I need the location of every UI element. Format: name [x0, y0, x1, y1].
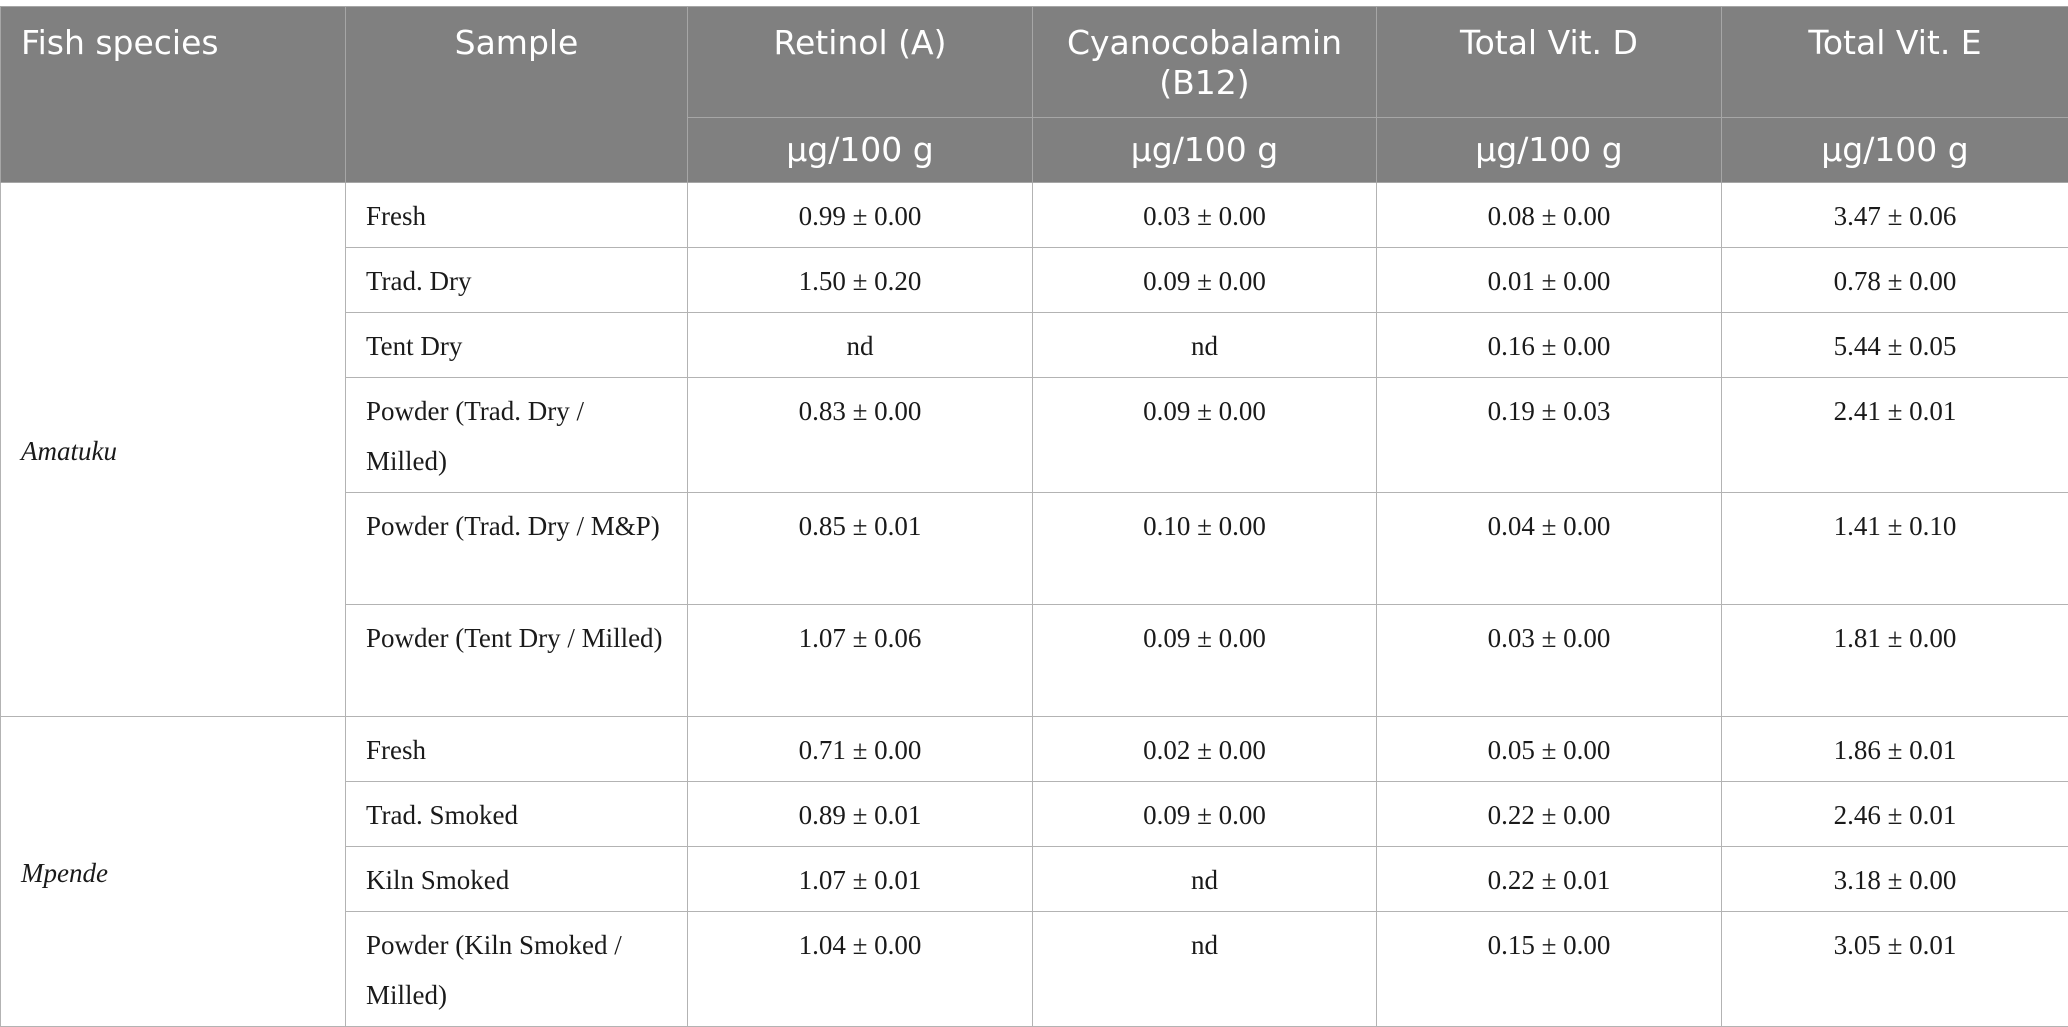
sample-cell: Fresh [346, 717, 688, 782]
vitamin-table-container: Fish species Sample Retinol (A) Cyanocob… [0, 6, 2068, 1027]
vite-cell: 0.78 ± 0.00 [1722, 248, 2068, 313]
vitd-cell: 0.01 ± 0.00 [1377, 248, 1722, 313]
vitd-cell: 0.04 ± 0.00 [1377, 493, 1722, 605]
unit-total-vit-d: μg/100 g [1377, 118, 1722, 183]
retinol-cell: 1.04 ± 0.00 [688, 912, 1033, 1027]
vitd-cell: 0.16 ± 0.00 [1377, 313, 1722, 378]
unit-cyanocobalamin: μg/100 g [1033, 118, 1377, 183]
retinol-cell: 0.99 ± 0.00 [688, 183, 1033, 248]
sample-cell: Powder (Tent Dry / Milled) [346, 605, 688, 717]
species-cell-amatuku: Amatuku [1, 183, 346, 717]
sample-cell: Trad. Smoked [346, 782, 688, 847]
vite-cell: 2.46 ± 0.01 [1722, 782, 2068, 847]
sample-cell: Trad. Dry [346, 248, 688, 313]
unit-total-vit-e: μg/100 g [1722, 118, 2068, 183]
retinol-cell: 0.71 ± 0.00 [688, 717, 1033, 782]
header-sample: Sample [346, 7, 688, 183]
b12-cell: 0.09 ± 0.00 [1033, 605, 1377, 717]
retinol-cell: 1.07 ± 0.06 [688, 605, 1033, 717]
sample-cell: Kiln Smoked [346, 847, 688, 912]
vitd-cell: 0.05 ± 0.00 [1377, 717, 1722, 782]
vitd-cell: 0.08 ± 0.00 [1377, 183, 1722, 248]
unit-retinol: μg/100 g [688, 118, 1033, 183]
vite-cell: 2.41 ± 0.01 [1722, 378, 2068, 493]
retinol-cell: 1.50 ± 0.20 [688, 248, 1033, 313]
table-row: Mpende Fresh 0.71 ± 0.00 0.02 ± 0.00 0.0… [1, 717, 2068, 782]
retinol-cell: 0.89 ± 0.01 [688, 782, 1033, 847]
table-row: Amatuku Fresh 0.99 ± 0.00 0.03 ± 0.00 0.… [1, 183, 2068, 248]
vitd-cell: 0.22 ± 0.01 [1377, 847, 1722, 912]
header-total-vit-e: Total Vit. E [1722, 7, 2068, 118]
sample-cell: Tent Dry [346, 313, 688, 378]
vite-cell: 5.44 ± 0.05 [1722, 313, 2068, 378]
sample-cell: Powder (Trad. Dry / M&P) [346, 493, 688, 605]
b12-cell: nd [1033, 847, 1377, 912]
vite-cell: 3.05 ± 0.01 [1722, 912, 2068, 1027]
table-body: Amatuku Fresh 0.99 ± 0.00 0.03 ± 0.00 0.… [1, 183, 2068, 1027]
table-header: Fish species Sample Retinol (A) Cyanocob… [1, 7, 2068, 183]
sample-cell: Powder (Trad. Dry / Milled) [346, 378, 688, 493]
b12-cell: 0.09 ± 0.00 [1033, 782, 1377, 847]
b12-cell: 0.10 ± 0.00 [1033, 493, 1377, 605]
b12-cell: 0.02 ± 0.00 [1033, 717, 1377, 782]
retinol-cell: 0.85 ± 0.01 [688, 493, 1033, 605]
vitd-cell: 0.15 ± 0.00 [1377, 912, 1722, 1027]
vitd-cell: 0.03 ± 0.00 [1377, 605, 1722, 717]
b12-cell: nd [1033, 313, 1377, 378]
retinol-cell: nd [688, 313, 1033, 378]
vite-cell: 1.41 ± 0.10 [1722, 493, 2068, 605]
b12-cell: 0.09 ± 0.00 [1033, 378, 1377, 493]
header-total-vit-d: Total Vit. D [1377, 7, 1722, 118]
b12-cell: 0.09 ± 0.00 [1033, 248, 1377, 313]
vitamin-content-table: Fish species Sample Retinol (A) Cyanocob… [0, 6, 2068, 1027]
header-fish-species: Fish species [1, 7, 346, 183]
header-retinol: Retinol (A) [688, 7, 1033, 118]
vite-cell: 1.81 ± 0.00 [1722, 605, 2068, 717]
b12-cell: 0.03 ± 0.00 [1033, 183, 1377, 248]
vitd-cell: 0.19 ± 0.03 [1377, 378, 1722, 493]
sample-cell: Powder (Kiln Smoked / Milled) [346, 912, 688, 1027]
species-cell-mpende: Mpende [1, 717, 346, 1027]
vitd-cell: 0.22 ± 0.00 [1377, 782, 1722, 847]
vite-cell: 1.86 ± 0.01 [1722, 717, 2068, 782]
sample-cell: Fresh [346, 183, 688, 248]
vite-cell: 3.18 ± 0.00 [1722, 847, 2068, 912]
retinol-cell: 0.83 ± 0.00 [688, 378, 1033, 493]
vite-cell: 3.47 ± 0.06 [1722, 183, 2068, 248]
retinol-cell: 1.07 ± 0.01 [688, 847, 1033, 912]
b12-cell: nd [1033, 912, 1377, 1027]
header-cyanocobalamin: Cyanocobalamin (B12) [1033, 7, 1377, 118]
